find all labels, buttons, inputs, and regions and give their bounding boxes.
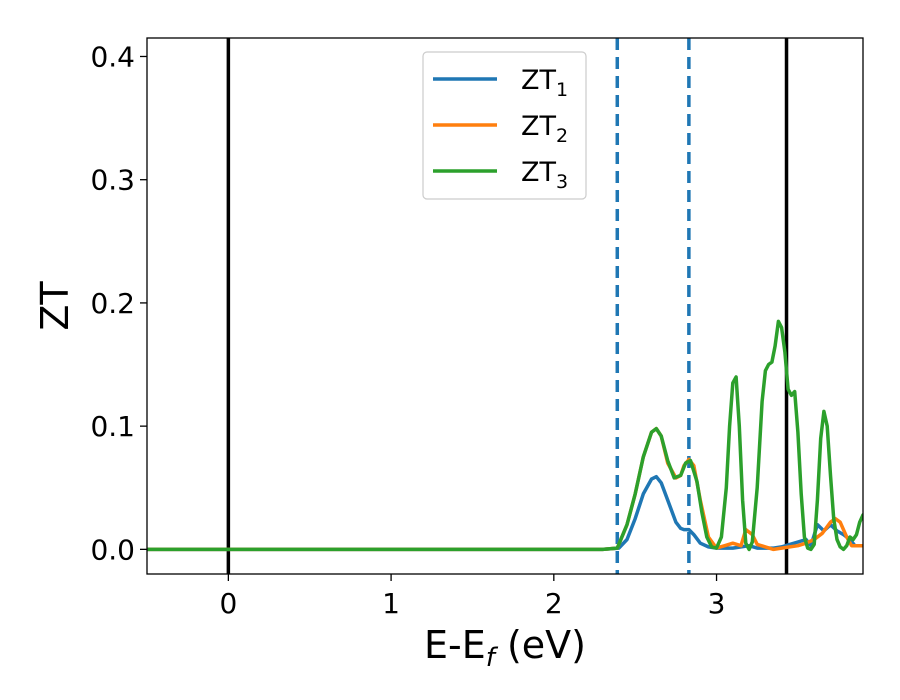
x-axis-ticks: 0 1 2 3 <box>219 574 725 620</box>
x-axis-label-main: E-E <box>424 623 486 667</box>
x-tick-label: 1 <box>382 587 400 620</box>
series-line-zt3 <box>147 319 863 552</box>
y-tick-label: 0.2 <box>90 287 135 320</box>
y-axis-label: ZT <box>33 281 77 331</box>
plot-frame <box>146 37 864 575</box>
legend-label-zt3: ZT3 <box>521 157 568 193</box>
y-tick-label: 0.3 <box>90 164 135 197</box>
series-lines <box>147 319 863 552</box>
x-axis-label-tail: (eV) <box>495 623 586 667</box>
x-tick-label: 3 <box>708 587 726 620</box>
x-tick-label: 2 <box>545 587 563 620</box>
legend-box <box>422 51 587 200</box>
y-tick-label: 0.0 <box>90 533 135 566</box>
legend: ZT1 ZT2 ZT3 <box>422 51 587 200</box>
legend-label-zt2: ZT2 <box>521 111 568 147</box>
legend-label-zt1: ZT1 <box>521 65 568 101</box>
y-tick-label: 0.1 <box>90 410 135 443</box>
y-tick-label: 0.4 <box>90 40 135 73</box>
y-axis-ticks: 0.0 0.1 0.2 0.3 0.4 <box>90 40 147 566</box>
x-tick-label: 0 <box>219 587 237 620</box>
vertical-lines <box>226 38 789 574</box>
x-axis-label: E-Ef (eV) <box>424 623 586 673</box>
